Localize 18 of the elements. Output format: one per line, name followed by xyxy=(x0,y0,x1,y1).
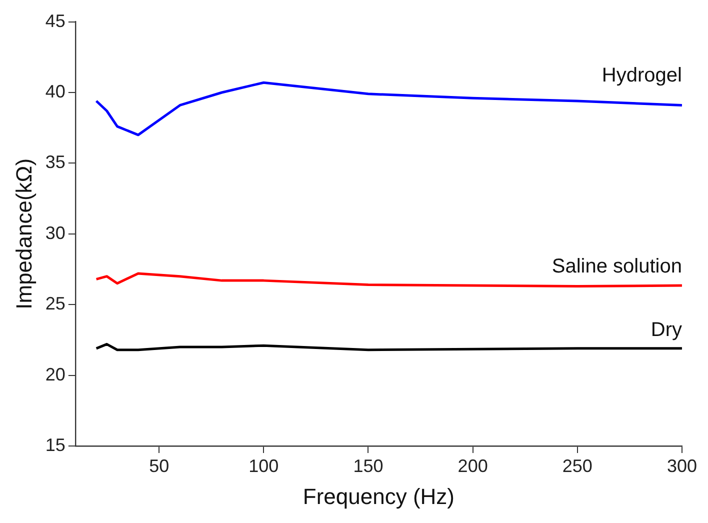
y-tick-label: 30 xyxy=(45,222,66,243)
x-tick-label: 150 xyxy=(353,456,384,476)
series-label: Saline solution xyxy=(552,255,682,278)
x-tick-label: 200 xyxy=(458,456,488,476)
x-tick-label: 100 xyxy=(248,456,279,476)
x-tick-label: 50 xyxy=(149,456,170,476)
x-tick-label: 250 xyxy=(562,456,592,476)
y-tick-label: 35 xyxy=(45,152,66,172)
y-axis-title: Impedance(kΩ) xyxy=(11,158,36,310)
x-axis-title: Frequency (Hz) xyxy=(302,484,454,509)
x-tick-label: 300 xyxy=(666,456,698,476)
y-tick-label: 45 xyxy=(45,10,66,31)
y-tick-label: 20 xyxy=(45,364,66,384)
series-label: Hydrogel xyxy=(602,64,682,86)
y-tick-label: 40 xyxy=(45,81,66,102)
y-tick-label: 25 xyxy=(45,294,66,314)
series-label: Dry xyxy=(650,318,682,341)
y-tick-label: 15 xyxy=(45,434,66,455)
